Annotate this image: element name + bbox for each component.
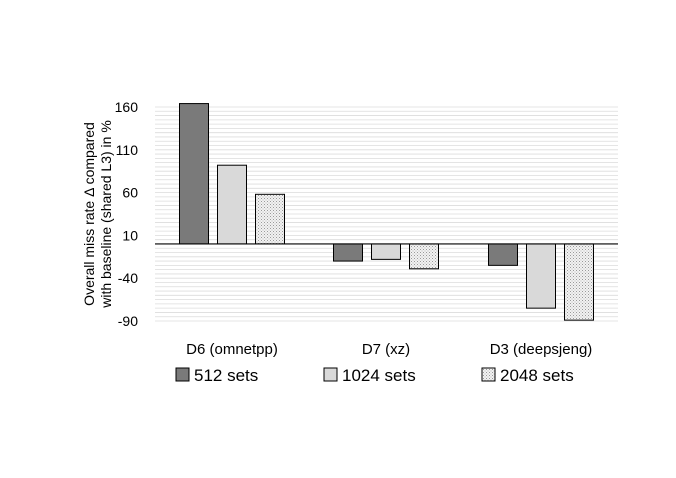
bar: [526, 243, 556, 309]
y-axis-ticks: 160 110 60 10 -40 -90: [115, 99, 139, 329]
bar: [371, 243, 401, 260]
bar: [488, 243, 518, 266]
legend-swatch: [481, 367, 496, 382]
y-axis-label-line: Overall miss rate Δ compared: [81, 122, 97, 306]
y-tick-label: 10: [122, 227, 138, 243]
y-axis-label: Overall miss rate Δ comparedwith baselin…: [81, 120, 114, 309]
bars: [179, 103, 594, 321]
legend-label: 1024 sets: [342, 366, 416, 385]
bar: [564, 243, 594, 321]
bar: [409, 243, 439, 270]
legend: 512 sets 1024 sets 2048 sets: [175, 366, 574, 385]
y-tick-label: 110: [116, 142, 139, 158]
y-tick-label: -90: [118, 313, 138, 329]
legend-swatch: [175, 367, 190, 382]
y-tick-label: -40: [118, 270, 138, 286]
bar: [255, 193, 285, 245]
y-tick-label: 60: [122, 185, 138, 201]
bar: [333, 243, 363, 262]
bar: [179, 103, 209, 245]
x-axis-categories: D6 (omnetpp) D7 (xz) D3 (deepsjeng): [186, 341, 592, 358]
y-tick-label: 160: [115, 99, 139, 115]
category-label: D3 (deepsjeng): [490, 341, 593, 358]
legend-label: 2048 sets: [500, 366, 574, 385]
bar: [217, 164, 247, 245]
category-label: D6 (omnetpp): [186, 341, 278, 358]
legend-swatch: [323, 367, 338, 382]
y-axis-label-line: with baseline (shared L3) in %: [98, 120, 114, 309]
category-label: D7 (xz): [362, 341, 410, 358]
legend-label: 512 sets: [194, 366, 258, 385]
